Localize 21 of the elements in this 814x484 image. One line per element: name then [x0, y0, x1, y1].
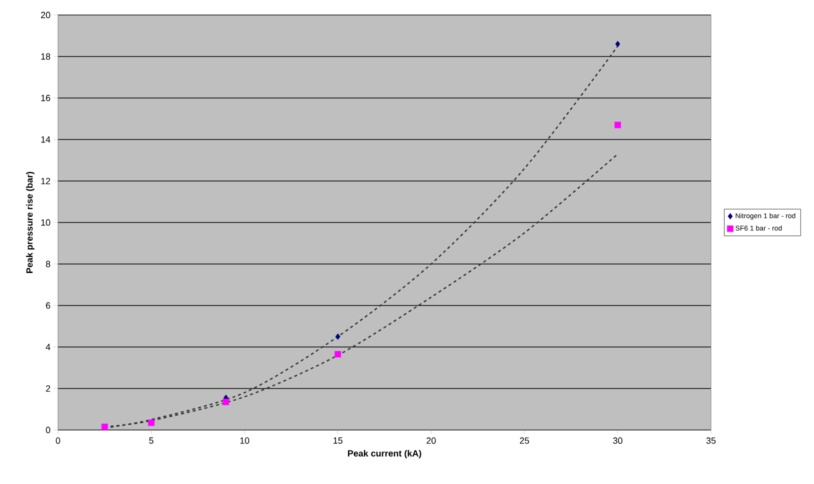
y-tick-label: 14 — [41, 136, 50, 143]
x-tick-label: 30 — [613, 437, 622, 444]
y-tick-label: 0 — [46, 426, 50, 434]
y-axis-title: Peak pressure rise (bar) — [26, 172, 34, 273]
y-tick-label: 6 — [46, 302, 50, 309]
x-tick-label: 15 — [334, 437, 342, 444]
x-tick-label: 0 — [56, 437, 60, 444]
y-tick-label: 16 — [41, 94, 50, 102]
y-tick-label: 2 — [46, 385, 50, 392]
x-tick-label: 10 — [240, 437, 250, 444]
x-tick-label: 35 — [706, 437, 716, 444]
y-tick-label: 8 — [46, 260, 50, 268]
x-tick-label: 25 — [520, 437, 530, 444]
y-tick-label: 18 — [41, 53, 50, 60]
y-tick-label: 10 — [41, 219, 50, 226]
y-tick-label: 20 — [41, 12, 50, 18]
x-tick-label: 5 — [149, 437, 154, 444]
x-tick-label: 20 — [426, 437, 436, 444]
y-tick-label: 12 — [41, 178, 50, 184]
x-axis-title: Peak current (kA) — [348, 450, 422, 458]
y-tick-label: 4 — [46, 344, 50, 350]
